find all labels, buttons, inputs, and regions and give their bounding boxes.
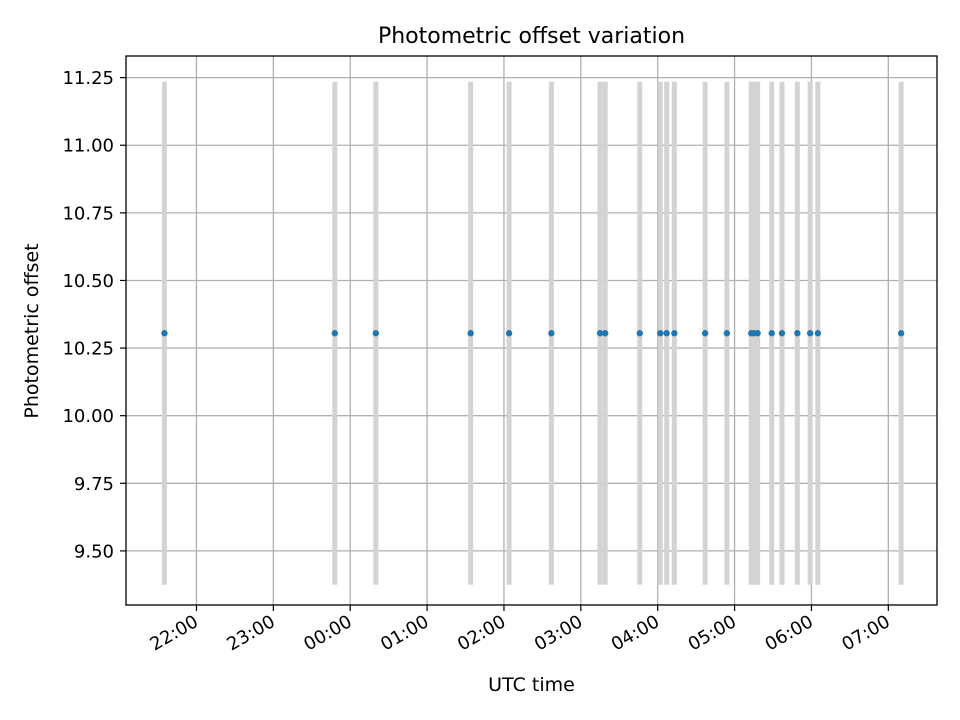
y-tick-label: 10.00	[62, 406, 114, 427]
y-tick-label: 10.75	[62, 203, 114, 224]
chart-title: Photometric offset variation	[378, 24, 685, 49]
data-point	[636, 330, 643, 337]
data-point	[505, 330, 513, 337]
data-point	[467, 330, 474, 337]
data-point	[331, 330, 339, 337]
data-point	[794, 330, 801, 337]
data-point	[754, 330, 761, 337]
data-point	[657, 330, 664, 337]
y-tick-label: 11.25	[62, 68, 114, 89]
y-tick-label: 9.50	[74, 541, 114, 562]
data-point	[806, 330, 814, 337]
y-axis: 9.50 9.75 10.00 10.25 10.50 10.75 11.00 11.25	[62, 68, 126, 562]
point-layer	[161, 330, 905, 337]
data-point	[372, 330, 380, 337]
data-point	[596, 330, 604, 337]
data-point	[723, 330, 731, 337]
data-point	[768, 330, 775, 337]
x-axis-label: UTC time	[488, 674, 575, 696]
grid-layer	[126, 56, 937, 605]
data-point	[161, 330, 168, 337]
data-point	[897, 330, 905, 337]
y-tick-label: 11.00	[62, 136, 114, 157]
data-point	[814, 330, 822, 337]
y-axis-label: Photometric offset	[21, 243, 43, 418]
data-point	[778, 330, 786, 337]
y-tick-label: 10.25	[62, 339, 114, 360]
data-point	[671, 330, 678, 337]
data-point	[548, 330, 555, 337]
data-point	[701, 330, 709, 337]
data-point	[601, 330, 609, 337]
plot-frame	[125, 55, 938, 606]
data-point	[663, 330, 670, 337]
y-tick-label: 9.75	[74, 474, 114, 495]
y-tick-label: 10.50	[62, 271, 114, 292]
